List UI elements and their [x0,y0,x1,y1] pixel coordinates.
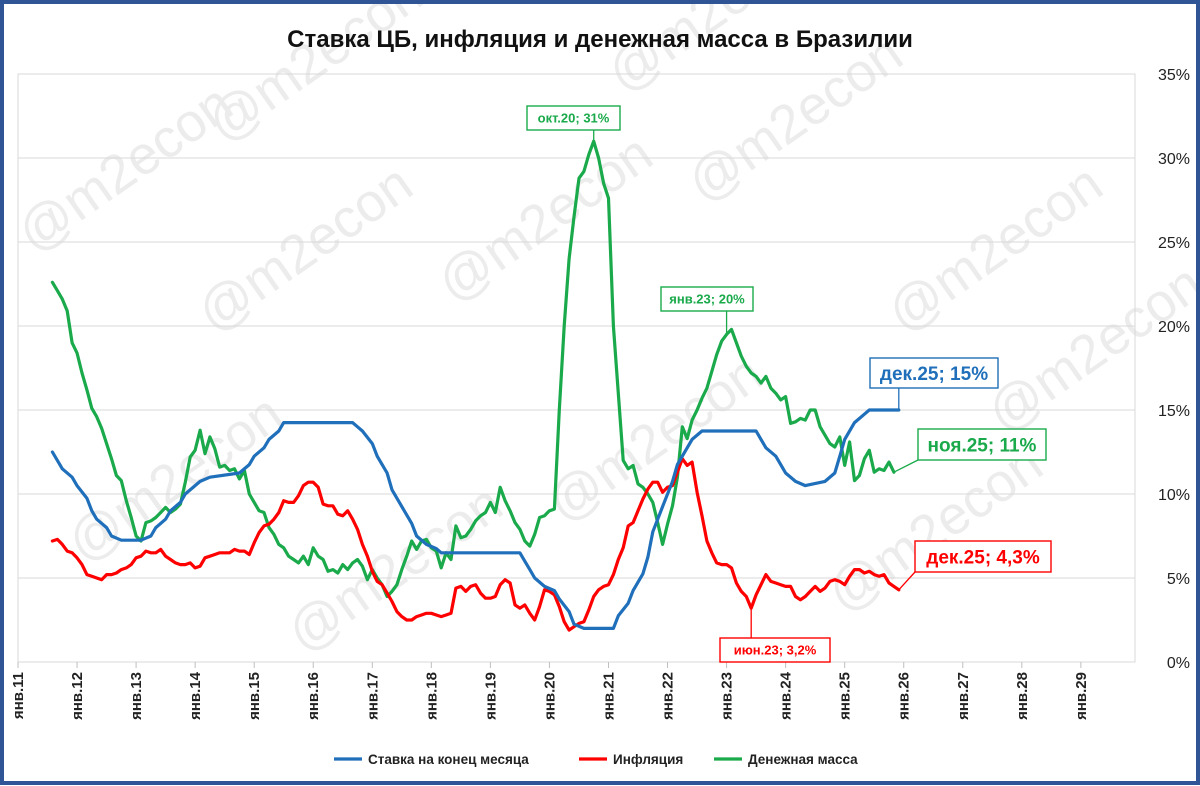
plot-area [50,139,901,632]
legend-label: Инфляция [613,752,683,767]
series-line [50,457,901,632]
watermark-text: @m2econ [876,153,1113,344]
x-tick-label: янв.24 [778,671,795,720]
y-tick-label: 25% [1158,235,1190,252]
x-tick-label: янв.20 [541,672,558,720]
chart-canvas: @m2econ@m2econ @m2econ@m2econ@m2econ@m2ec… [6,0,1200,767]
y-tick-label: 10% [1158,487,1190,504]
x-tick-label: янв.13 [128,672,145,720]
x-tick-label: янв.18 [423,672,440,720]
x-tick-label: янв.16 [305,672,322,720]
series-line [50,408,901,630]
annotation-box [914,540,1052,573]
x-tick-label: янв.28 [1014,672,1031,720]
annotation-leader [898,571,916,591]
x-tick-label: янв.19 [482,672,499,720]
y-axis: 0% 5% 10% 15% 20% 25% 30% 35% [1158,67,1190,672]
annotation-label: дек.25; 4,3% [926,547,1040,568]
x-tick-label: янв.23 [719,672,736,720]
legend: Ставка на конец месяца Инфляция Денежная м… [334,752,858,767]
annotation-box [660,286,754,312]
x-tick-label: янв.22 [660,672,677,720]
annotation-leader [893,459,919,473]
annotation-label: июн.23; 3,2% [734,643,817,658]
x-axis: янв.11 янв.12 янв.13 янв.14 янв.15 янв.16 янв.… [10,662,1090,720]
y-tick-label: 5% [1167,571,1190,588]
annotation-box [719,637,831,663]
x-tick-label: янв.27 [955,672,972,720]
watermark-text: @m2econ [186,153,423,344]
annotations: окт.20; 31% янв.23; 20% дек.25; 15% ноя.25;… [526,105,1052,663]
x-tick-label: янв.21 [600,672,617,720]
x-tick-label: янв.26 [896,672,913,720]
annotation-label: окт.20; 31% [538,111,610,126]
x-tick-label: янв.25 [837,672,854,720]
x-tick-label: янв.11 [10,672,27,719]
annotation-box [526,105,621,131]
y-tick-label: 30% [1158,151,1190,168]
annotation-box [917,428,1047,461]
x-tick-label: янв.29 [1073,672,1090,720]
y-tick-label: 35% [1158,67,1190,84]
x-tick-label: янв.17 [364,672,381,720]
y-tick-label: 20% [1158,319,1190,336]
x-tick-label: янв.14 [187,671,204,720]
watermark-text: @m2econ [276,473,513,664]
grid-lines [17,73,1136,663]
annotation-box [869,357,999,389]
annotation-label: янв.23; 20% [669,292,745,307]
y-tick-label: 0% [1167,655,1190,672]
series-line [50,139,896,599]
chart-title: Ставка ЦБ, инфляция и денежная масса в Б… [287,26,913,53]
annotation-label: дек.25; 15% [880,364,988,385]
legend-label: Денежная масса [748,752,858,767]
x-tick-label: янв.12 [69,672,86,720]
annotation-label: ноя.25; 11% [928,435,1037,456]
legend-label: Ставка на конец месяца [368,752,529,767]
x-tick-label: янв.15 [246,672,263,720]
watermark-text: @m2econ [426,123,663,314]
y-tick-label: 15% [1158,403,1190,420]
